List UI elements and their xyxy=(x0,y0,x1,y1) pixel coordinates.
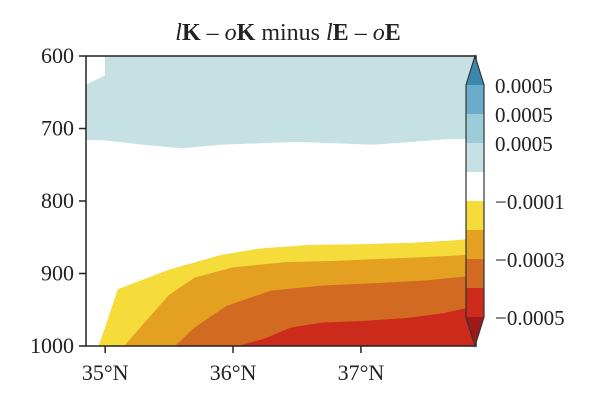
colorbar-swatch xyxy=(466,288,484,317)
title-part: K xyxy=(237,20,256,46)
title-part: o xyxy=(373,20,385,46)
colorbar: 0.0005 0.0005 0.0005 −0.0001 −0.0003 −0.0005 xyxy=(465,53,565,349)
title-part: o xyxy=(225,20,237,46)
title-part: l xyxy=(326,20,333,46)
colorbar-swatch xyxy=(466,172,484,201)
title-part: minus xyxy=(255,20,326,46)
colorbar-swatch xyxy=(466,114,484,143)
colorbar-tick-label: −0.0005 xyxy=(495,306,565,330)
colorbar-swatch xyxy=(466,317,484,346)
colorbar-swatch xyxy=(466,85,484,114)
y-tick-label: 900 xyxy=(41,261,74,286)
chart-title: lK – oK minus lE – oE xyxy=(175,20,400,46)
colorbar-tick-label: 0.0005 xyxy=(495,103,553,127)
colorbar-swatch xyxy=(466,143,484,172)
contour-regions xyxy=(85,55,477,347)
title-part: K xyxy=(182,20,201,46)
x-tick-label: 37°N xyxy=(338,360,385,385)
colorbar-tick-label: 0.0005 xyxy=(495,132,553,156)
y-tick-label: 700 xyxy=(41,116,74,141)
x-axis: 35°N 36°N 37°N xyxy=(82,346,385,385)
y-tick-label: 600 xyxy=(41,43,74,68)
colorbar-outline xyxy=(465,53,485,349)
title-part: l xyxy=(175,20,182,46)
title-part: – xyxy=(349,20,373,46)
y-tick-label: 800 xyxy=(41,188,74,213)
y-tick-label: 1000 xyxy=(30,333,74,358)
colorbar-swatch xyxy=(466,201,484,230)
colorbar-swatch xyxy=(466,259,484,288)
colorbar-swatch xyxy=(466,230,484,259)
contour-region xyxy=(85,55,477,149)
y-axis: 600 700 800 900 1000 xyxy=(30,43,86,358)
colorbar-tick-label: 0.0005 xyxy=(495,74,553,98)
title-part: E xyxy=(333,20,349,46)
x-tick-label: 36°N xyxy=(210,360,257,385)
colorbar-tick-label: −0.0003 xyxy=(495,248,565,272)
colorbar-swatch xyxy=(466,56,484,85)
title-part: E xyxy=(385,20,401,46)
colorbar-tick-label: −0.0001 xyxy=(495,190,565,214)
x-tick-label: 35°N xyxy=(82,360,129,385)
title-part: – xyxy=(201,20,225,46)
